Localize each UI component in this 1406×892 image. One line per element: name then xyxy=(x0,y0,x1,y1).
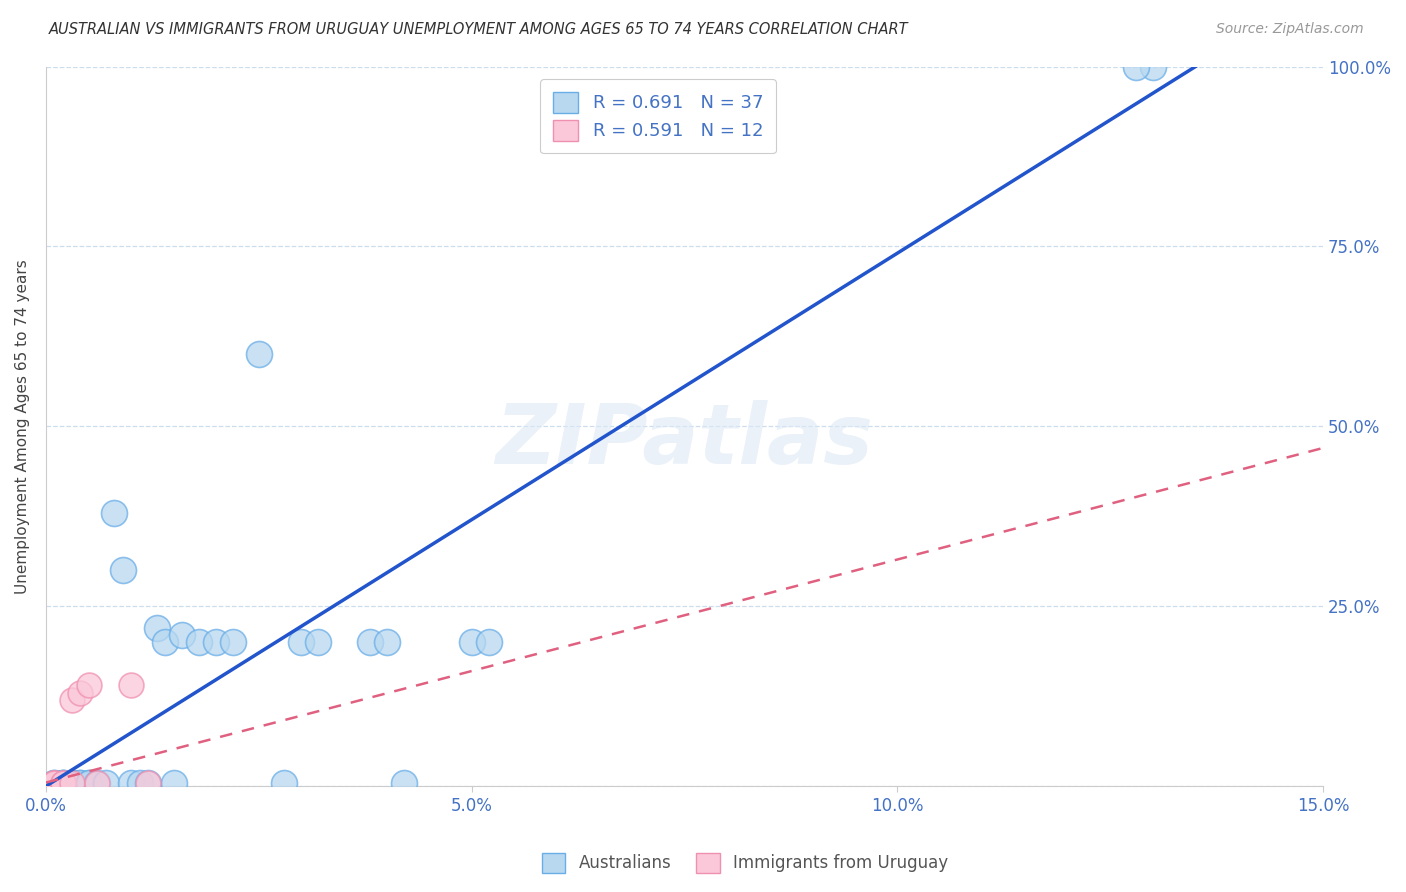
Point xyxy=(60,693,83,707)
Point xyxy=(52,775,75,789)
Point xyxy=(290,635,312,649)
Point xyxy=(44,775,66,789)
Point xyxy=(52,775,75,789)
Point xyxy=(69,685,91,699)
Point xyxy=(392,775,415,789)
Point xyxy=(172,628,194,642)
Point xyxy=(86,775,108,789)
Legend: R = 0.691   N = 37, R = 0.591   N = 12: R = 0.691 N = 37, R = 0.591 N = 12 xyxy=(540,79,776,153)
Y-axis label: Unemployment Among Ages 65 to 74 years: Unemployment Among Ages 65 to 74 years xyxy=(15,259,30,594)
Point xyxy=(120,678,142,692)
Point xyxy=(52,775,75,789)
Point xyxy=(359,635,381,649)
Point xyxy=(273,775,295,789)
Point xyxy=(77,678,100,692)
Point xyxy=(94,775,117,789)
Point xyxy=(1142,60,1164,74)
Point xyxy=(44,775,66,789)
Point xyxy=(128,775,150,789)
Point xyxy=(44,775,66,789)
Point xyxy=(153,635,176,649)
Point xyxy=(478,635,501,649)
Point xyxy=(307,635,329,649)
Point xyxy=(222,635,245,649)
Point xyxy=(247,347,270,361)
Text: Source: ZipAtlas.com: Source: ZipAtlas.com xyxy=(1216,22,1364,37)
Point xyxy=(60,775,83,789)
Point xyxy=(60,775,83,789)
Point xyxy=(188,635,211,649)
Point xyxy=(44,775,66,789)
Point xyxy=(1125,60,1147,74)
Legend: Australians, Immigrants from Uruguay: Australians, Immigrants from Uruguay xyxy=(536,847,955,880)
Point xyxy=(136,775,159,789)
Point xyxy=(163,775,186,789)
Point xyxy=(44,775,66,789)
Point xyxy=(69,775,91,789)
Point xyxy=(460,635,482,649)
Point xyxy=(120,775,142,789)
Point xyxy=(77,775,100,789)
Point xyxy=(52,775,75,789)
Point xyxy=(375,635,398,649)
Point xyxy=(205,635,228,649)
Point xyxy=(52,775,75,789)
Point xyxy=(77,775,100,789)
Point xyxy=(60,775,83,789)
Point xyxy=(111,563,134,577)
Point xyxy=(86,775,108,789)
Point xyxy=(103,506,125,520)
Point xyxy=(60,775,83,789)
Point xyxy=(69,775,91,789)
Point xyxy=(145,621,167,635)
Text: ZIPatlas: ZIPatlas xyxy=(496,401,873,482)
Point xyxy=(136,775,159,789)
Text: AUSTRALIAN VS IMMIGRANTS FROM URUGUAY UNEMPLOYMENT AMONG AGES 65 TO 74 YEARS COR: AUSTRALIAN VS IMMIGRANTS FROM URUGUAY UN… xyxy=(49,22,908,37)
